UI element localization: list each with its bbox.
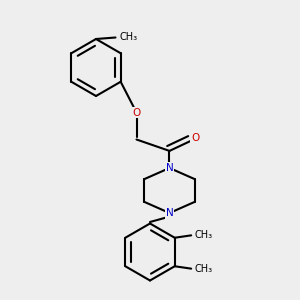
Text: O: O — [132, 107, 141, 118]
Text: N: N — [166, 163, 173, 173]
Text: CH₃: CH₃ — [119, 32, 137, 43]
Text: O: O — [191, 133, 199, 143]
Text: CH₃: CH₃ — [195, 264, 213, 274]
Text: N: N — [166, 208, 173, 218]
Text: CH₃: CH₃ — [195, 230, 213, 240]
